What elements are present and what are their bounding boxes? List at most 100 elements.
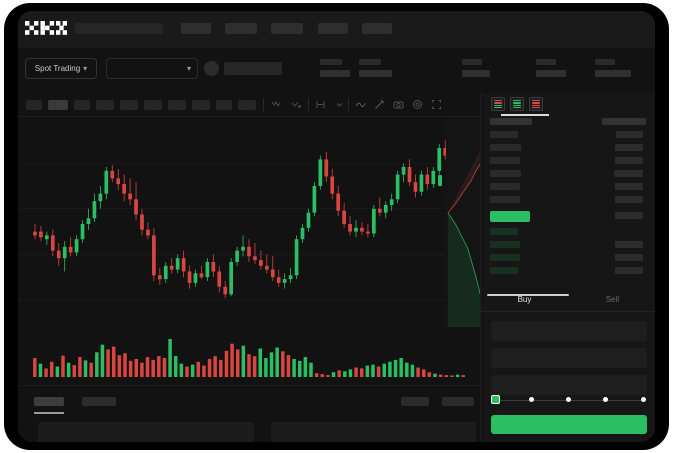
orderbook-ask-amount: [615, 157, 643, 164]
app-screen: Spot Trading ▾ ▾: [18, 11, 655, 442]
toolbar-divider: [348, 98, 349, 111]
orderbook-ask-amount: [616, 131, 643, 138]
toolbar-divider: [263, 98, 264, 111]
orderbook-bid-row[interactable]: [490, 228, 518, 235]
timeframe-button-4[interactable]: [96, 100, 114, 110]
orderbook-mode-asks-icon[interactable]: [529, 97, 543, 111]
bottom-tab-open-orders[interactable]: [34, 397, 64, 406]
slider-step-25[interactable]: [529, 397, 534, 402]
trendline-icon[interactable]: [354, 98, 367, 111]
toolbar-divider: [308, 98, 309, 111]
bottom-card-right: [271, 422, 476, 442]
order-price-input[interactable]: [491, 321, 647, 341]
stat-volume-24h: [595, 59, 631, 77]
order-total-input[interactable]: [491, 375, 647, 395]
candlestick-chart-svg: [18, 140, 480, 301]
orderbook-ask-row[interactable]: [490, 170, 521, 177]
nav-item-1[interactable]: [181, 23, 211, 34]
timeframe-button-2[interactable]: [48, 100, 68, 110]
timeframe-button-8[interactable]: [192, 100, 210, 110]
stat-high-24h: [462, 59, 490, 77]
orderbook-ask-amount: [615, 144, 643, 151]
pair-avatar: [204, 61, 219, 76]
camera-icon[interactable]: [392, 98, 405, 111]
candlestick-chart[interactable]: [18, 117, 480, 327]
orderbook-ask-row[interactable]: [490, 131, 518, 138]
chevron-down-icon: ▾: [83, 63, 88, 73]
orderbook-ask-row[interactable]: [490, 196, 520, 203]
orderbook-mode-bids-icon[interactable]: [510, 97, 524, 111]
chart-toolbar: [18, 93, 655, 117]
orderbook-rows[interactable]: [481, 115, 655, 300]
orderbook-bid-amount: [615, 254, 643, 261]
pair-name-placeholder: [224, 62, 282, 75]
orderbook-ask-amount: [615, 183, 643, 190]
bottom-tab-indicator: [34, 412, 64, 414]
nav-search-placeholder[interactable]: [75, 23, 163, 34]
volume-chart-svg: [33, 339, 465, 378]
orderbook-col-amount-header: [602, 118, 646, 125]
settings-gear-icon[interactable]: [411, 98, 424, 111]
line-chart-icon[interactable]: [290, 98, 303, 111]
slider-step-100[interactable]: [641, 397, 646, 402]
orderbook-ask-amount: [615, 196, 643, 203]
bottom-action-1[interactable]: [401, 397, 429, 406]
amount-percent-slider-handle[interactable]: [491, 395, 500, 404]
orderbook-ask-row[interactable]: [490, 157, 520, 164]
bottom-tab-order-history[interactable]: [82, 397, 116, 406]
order-amount-input[interactable]: [491, 348, 647, 368]
orderbook-bid-row[interactable]: [490, 254, 520, 261]
buy-submit-button[interactable]: [491, 415, 647, 434]
orderbook-ask-row[interactable]: [490, 183, 520, 190]
orderbook-sidebar: Buy Sell: [480, 93, 655, 442]
nav-item-5[interactable]: [362, 23, 392, 34]
tab-buy[interactable]: Buy: [517, 295, 532, 304]
okx-logo-icon[interactable]: [25, 21, 67, 35]
candlestick-chart-icon[interactable]: [270, 98, 283, 111]
volume-chart[interactable]: [18, 327, 480, 385]
timeframe-button-1[interactable]: [26, 100, 42, 110]
orderbook-scrollbar[interactable]: [487, 294, 569, 296]
nav-item-2[interactable]: [225, 23, 257, 34]
market-type-dropdown[interactable]: Spot Trading ▾: [25, 58, 97, 79]
stat-last-price: [320, 59, 350, 77]
chevron-down-icon: ▾: [186, 63, 191, 73]
trading-pair-dropdown[interactable]: ▾: [106, 58, 198, 79]
timeframe-button-6[interactable]: [144, 100, 162, 110]
timeframe-button-10[interactable]: [238, 100, 256, 110]
timeframe-button-7[interactable]: [168, 100, 186, 110]
slider-step-75[interactable]: [603, 397, 608, 402]
orderbook-last-amount: [615, 212, 643, 219]
drawing-pencil-icon[interactable]: [373, 98, 386, 111]
market-subheader: Spot Trading ▾ ▾: [18, 48, 655, 93]
top-navigation-bar: [18, 11, 655, 48]
market-type-label: Spot Trading: [34, 64, 81, 73]
fullscreen-icon[interactable]: [430, 98, 443, 111]
orderbook-bid-amount: [615, 241, 643, 248]
bottom-card-left: [38, 422, 254, 442]
stat-change-24h: [359, 59, 392, 77]
orders-bottom-panel: [18, 385, 480, 442]
orderbook-mode-both-icon[interactable]: [491, 97, 505, 111]
orderbook-last-price: [490, 211, 530, 222]
timeframe-button-3[interactable]: [74, 100, 90, 110]
bottom-action-2[interactable]: [442, 397, 474, 406]
timeframe-button-9[interactable]: [216, 100, 232, 110]
tab-sell[interactable]: Sell: [605, 295, 620, 304]
orderbook-bid-row[interactable]: [490, 241, 520, 248]
nav-item-3[interactable]: [271, 23, 303, 34]
stat-low-24h: [536, 59, 566, 77]
orderbook-ask-amount: [614, 170, 643, 177]
orderbook-view-modes: [491, 97, 543, 111]
chevron-down-icon[interactable]: [333, 98, 346, 111]
orderbook-col-price-header: [490, 118, 532, 125]
nav-item-4[interactable]: [318, 23, 348, 34]
trade-tab-indicator: [501, 114, 549, 116]
trade-form-tabs: Buy Sell: [481, 290, 655, 312]
orderbook-ask-row[interactable]: [490, 144, 521, 151]
slider-step-50[interactable]: [566, 397, 571, 402]
indicators-icon[interactable]: [314, 98, 327, 111]
orderbook-bid-row[interactable]: [490, 267, 518, 274]
timeframe-button-5[interactable]: [120, 100, 138, 110]
